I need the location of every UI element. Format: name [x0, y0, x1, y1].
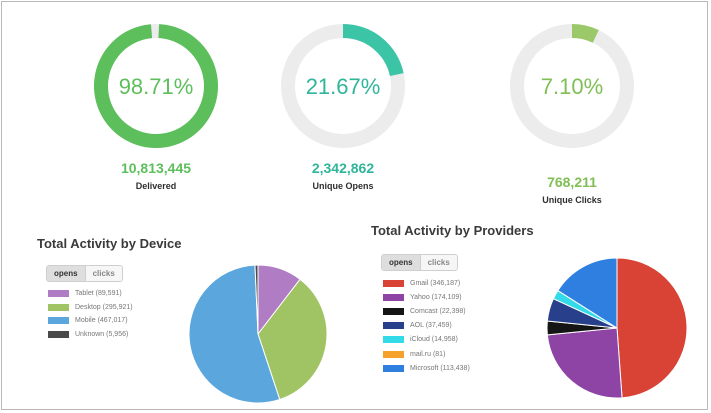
unique-clicks-label: Unique Clicks	[542, 195, 602, 205]
device-legend-label: Desktop (295,921)	[75, 303, 133, 311]
device-legend-item[interactable]: Unknown (5,956)	[48, 328, 133, 342]
device-pie-chart	[188, 264, 328, 404]
summary-unique-opens: 21.67% 2,342,862 Unique Opens	[273, 18, 413, 191]
providers-legend-swatch	[383, 279, 404, 287]
providers-section-title: Total Activity by Providers	[371, 223, 534, 238]
providers-legend-swatch	[383, 364, 404, 372]
unique-opens-label: Unique Opens	[312, 181, 374, 191]
summary-unique-clicks: 7.10% 768,211 Unique Clicks	[502, 18, 642, 205]
unique-clicks-donut: 7.10%	[510, 24, 634, 148]
device-slice-unknown[interactable]	[254, 264, 259, 335]
delivered-count: 10,813,445	[120, 160, 192, 176]
providers-slice-microsoft[interactable]	[557, 257, 618, 329]
providers-legend-item[interactable]: mail.ru (81)	[383, 347, 470, 361]
providers-legend-label: Gmail (346,187)	[410, 279, 461, 287]
device-legend-label: Mobile (467,017)	[75, 317, 128, 325]
providers-legend-label: Yahoo (174,109)	[410, 293, 462, 301]
providers-legend-label: AOL (37,459)	[410, 322, 452, 330]
device-legend-label: Unknown (5,956)	[75, 330, 129, 338]
providers-legend-label: Microsoft (113,438)	[410, 364, 470, 372]
providers-legend-item[interactable]: iCloud (14,958)	[383, 333, 470, 347]
providers-slice-yahoo[interactable]	[546, 327, 623, 399]
device-slice-mobile[interactable]	[188, 264, 281, 404]
delivered-label: Delivered	[135, 181, 177, 191]
summary-delivered: 98.71% 10,813,445 Delivered	[86, 18, 226, 191]
device-legend-swatch	[48, 290, 69, 298]
delivered-percent-text: 98.71%	[119, 74, 194, 99]
device-clicks-tab[interactable]: clicks	[84, 266, 122, 281]
device-legend-label: Tablet (89,591)	[75, 290, 122, 298]
providers-legend-swatch	[383, 307, 404, 315]
device-legend-item[interactable]: Mobile (467,017)	[48, 314, 133, 328]
device-opens-tab[interactable]: opens	[47, 266, 85, 281]
device-legend-swatch	[48, 317, 69, 325]
providers-legend-item[interactable]: Gmail (346,187)	[383, 276, 470, 290]
device-legend-item[interactable]: Tablet (89,591)	[48, 287, 133, 301]
delivered-donut: 98.71%	[93, 24, 218, 148]
providers-legend-label: Comcast (22,398)	[410, 307, 466, 315]
device-legend-swatch	[48, 303, 69, 311]
device-section-title: Total Activity by Device	[37, 236, 182, 251]
device-legend-swatch	[48, 330, 69, 338]
providers-legend-swatch	[383, 336, 404, 344]
providers-legend: Gmail (346,187) Yahoo (174,109) Comcast (2…	[383, 276, 470, 375]
unique-opens-percent-text: 21.67%	[306, 74, 381, 99]
providers-legend-item[interactable]: Comcast (22,398)	[383, 304, 470, 318]
providers-slice-gmail[interactable]	[616, 257, 688, 399]
unique-clicks-count: 768,211	[547, 174, 597, 190]
providers-pie-chart	[546, 257, 688, 399]
providers-legend-swatch	[383, 322, 404, 330]
unique-clicks-percent-text: 7.10%	[541, 74, 603, 99]
providers-legend-label: mail.ru (81)	[410, 350, 446, 358]
device-legend: Tablet (89,591) Desktop (295,921) Mobile (…	[48, 287, 133, 341]
device-metric-toggle: opens clicks	[46, 265, 123, 282]
providers-legend-item[interactable]: Microsoft (113,438)	[383, 361, 470, 375]
providers-legend-label: iCloud (14,958)	[410, 336, 458, 344]
unique-opens-donut-arc	[343, 24, 404, 77]
providers-metric-toggle: opens clicks	[381, 254, 458, 271]
unique-opens-donut: 21.67%	[281, 24, 405, 148]
providers-legend-item[interactable]: AOL (37,459)	[383, 319, 470, 333]
providers-opens-tab[interactable]: opens	[382, 255, 420, 270]
unique-opens-count: 2,342,862	[311, 160, 375, 176]
providers-legend-swatch	[383, 293, 404, 301]
providers-clicks-tab[interactable]: clicks	[419, 255, 457, 270]
providers-legend-item[interactable]: Yahoo (174,109)	[383, 290, 470, 304]
providers-legend-swatch	[383, 350, 404, 358]
device-legend-item[interactable]: Desktop (295,921)	[48, 301, 133, 315]
device-slice-desktop[interactable]	[257, 278, 328, 401]
unique-clicks-donut-arc	[572, 24, 599, 43]
